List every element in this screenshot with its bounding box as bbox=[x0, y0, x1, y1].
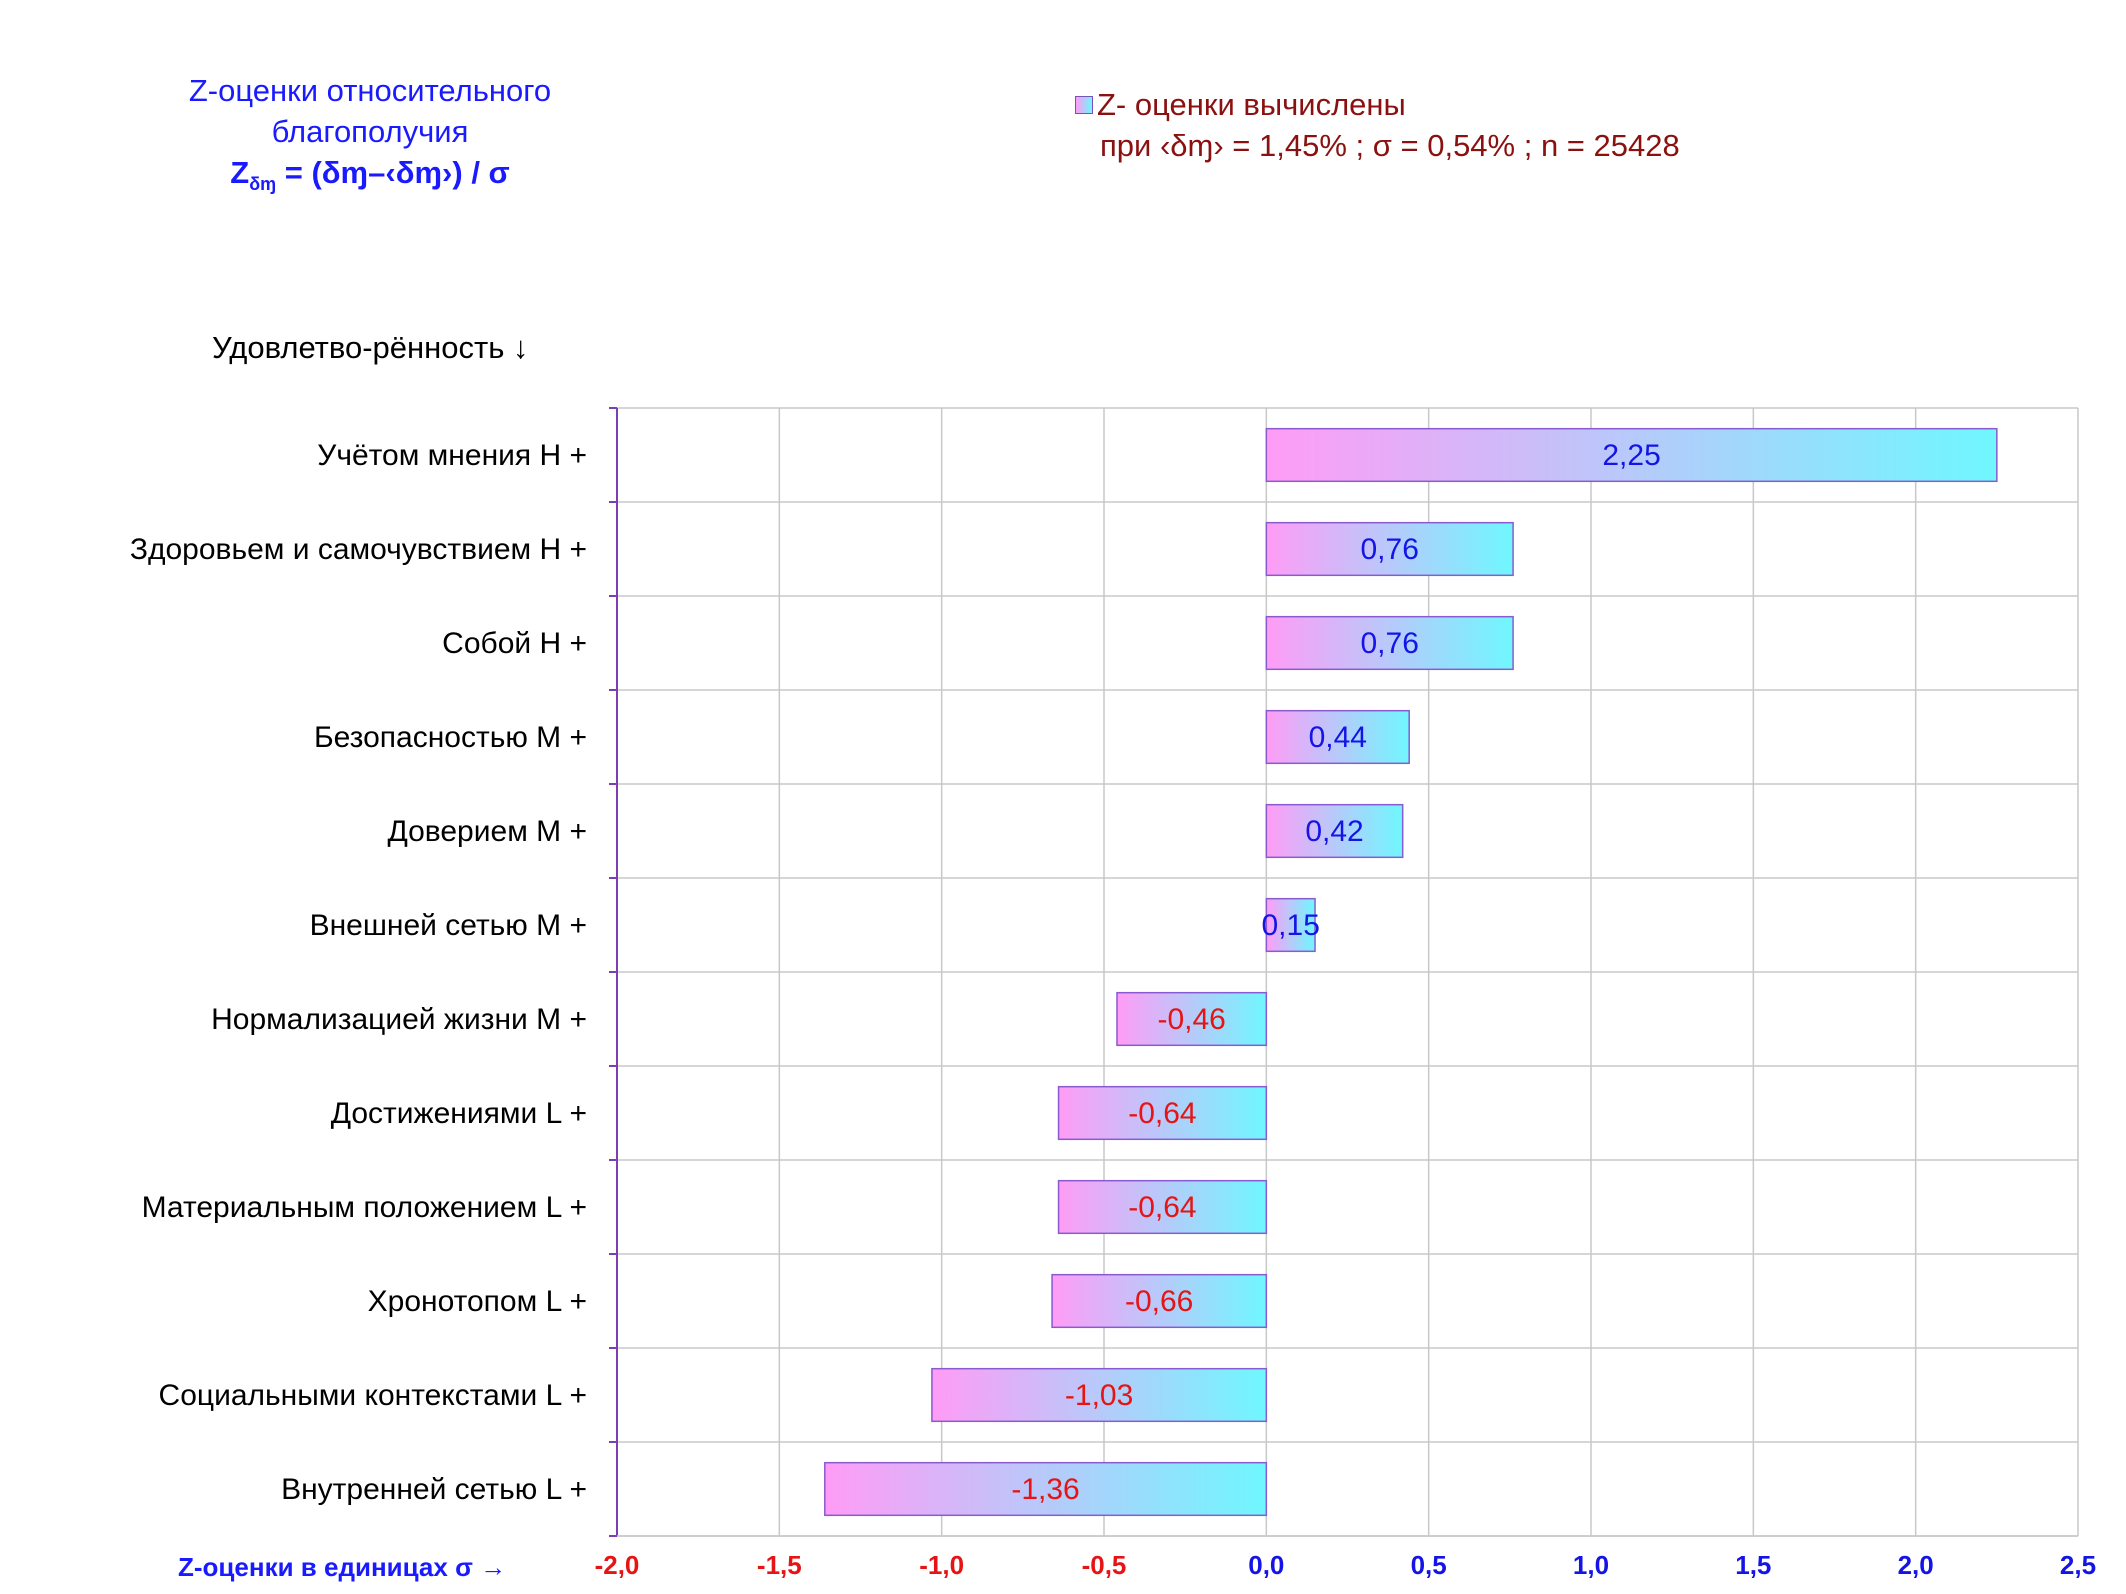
bar bbox=[1265, 427, 1998, 483]
bar bbox=[1265, 521, 1514, 577]
data-label: 0,42 bbox=[1305, 815, 1363, 848]
x-tick-label: 1,0 bbox=[1573, 1550, 1609, 1580]
category-label: Учётом мнения H + bbox=[317, 439, 587, 472]
legend-line-1: Z- оценки вычислены bbox=[1097, 87, 1406, 122]
x-tick-label: 0,5 bbox=[1411, 1550, 1447, 1580]
category-label: Собой H + bbox=[442, 627, 587, 660]
bar bbox=[1057, 1179, 1268, 1235]
x-axis-title: Z-оценки в единицах σ → bbox=[178, 1552, 507, 1582]
data-label: -1,03 bbox=[1065, 1379, 1133, 1412]
data-label: -0,64 bbox=[1128, 1191, 1196, 1224]
bar bbox=[1265, 803, 1404, 859]
formula-rest: = (δɱ–‹δɱ›) / σ bbox=[276, 155, 510, 190]
bar bbox=[1265, 709, 1410, 765]
category-label: Доверием M + bbox=[387, 815, 587, 848]
bar bbox=[1265, 897, 1316, 953]
data-label: -0,46 bbox=[1157, 1003, 1225, 1036]
data-label: -1,36 bbox=[1011, 1473, 1079, 1506]
bar bbox=[1057, 1085, 1268, 1141]
data-label: -0,66 bbox=[1125, 1285, 1193, 1318]
legend: Z- оценки вычислены при ‹δɱ› = 1,45% ; σ… bbox=[1075, 84, 1680, 166]
legend-swatch bbox=[1075, 96, 1093, 114]
x-tick-label: 0,0 bbox=[1248, 1550, 1284, 1580]
category-label: Социальными контекстами L + bbox=[159, 1379, 587, 1412]
bar bbox=[824, 1461, 1268, 1517]
x-tick-label: -2,0 bbox=[595, 1550, 640, 1580]
category-label: Здоровьем и самочувствием H + bbox=[130, 533, 587, 566]
data-label: -0,64 bbox=[1128, 1097, 1196, 1130]
legend-line-2: при ‹δɱ› = 1,45% ; σ = 0,54% ; n = 25428 bbox=[1100, 128, 1680, 163]
bar bbox=[1116, 991, 1268, 1047]
x-tick-label: -1,0 bbox=[919, 1550, 964, 1580]
x-tick-label: -1,5 bbox=[757, 1550, 802, 1580]
title-formula: Zδɱ = (δɱ–‹δɱ›) / σ bbox=[120, 152, 620, 205]
category-label: Внутренней сетью L + bbox=[281, 1473, 587, 1506]
formula-z: Z bbox=[230, 155, 250, 190]
x-tick-label: 1,5 bbox=[1735, 1550, 1771, 1580]
data-label: 0,15 bbox=[1261, 909, 1319, 942]
x-tick-label: -0,5 bbox=[1082, 1550, 1127, 1580]
title-line-2: благополучия bbox=[271, 114, 469, 149]
category-label: Безопасностью M + bbox=[314, 721, 587, 754]
bar bbox=[1051, 1273, 1268, 1329]
data-label: 0,44 bbox=[1309, 721, 1367, 754]
data-label: 0,76 bbox=[1361, 533, 1419, 566]
title-line-1: Z-оценки относительного bbox=[188, 73, 552, 108]
formula-subscript: δɱ bbox=[249, 174, 277, 195]
category-label: Нормализацией жизни M + bbox=[211, 1003, 587, 1036]
x-tick-label: 2,5 bbox=[2060, 1550, 2096, 1580]
data-label: 2,25 bbox=[1602, 439, 1660, 472]
chart-title: Z-оценки относительного благополучия Zδɱ… bbox=[120, 70, 620, 205]
category-label: Внешней сетью M + bbox=[310, 909, 587, 942]
bar bbox=[931, 1367, 1268, 1423]
data-label: 0,76 bbox=[1361, 627, 1419, 660]
x-tick-label: 2,0 bbox=[1898, 1550, 1934, 1580]
category-label: Хронотопом L + bbox=[368, 1285, 587, 1318]
bar bbox=[1265, 615, 1514, 671]
y-axis-title: Удовлетво-рённость ↓ bbox=[212, 330, 529, 365]
category-label: Достижениями L + bbox=[331, 1097, 587, 1130]
category-label: Материальным положением L + bbox=[142, 1191, 587, 1224]
